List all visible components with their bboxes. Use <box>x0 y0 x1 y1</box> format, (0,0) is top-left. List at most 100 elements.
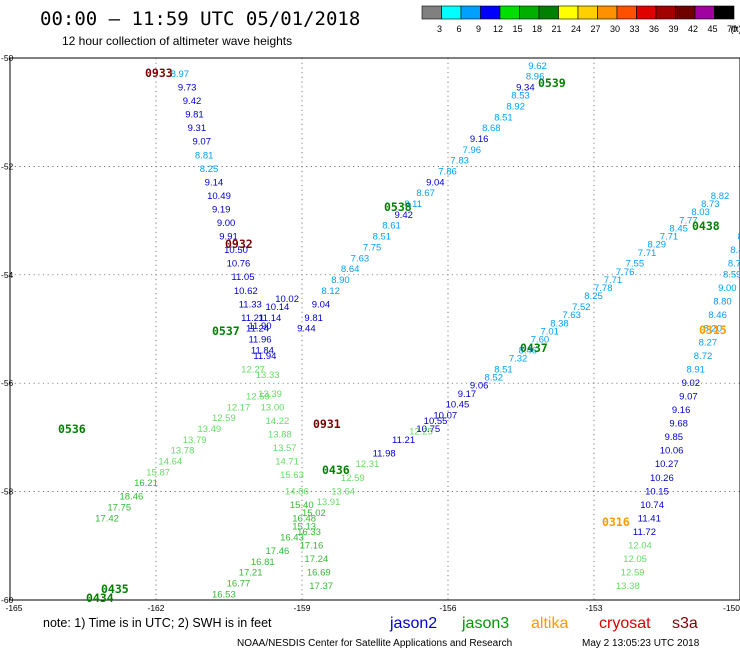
wave-height-value: 14.22 <box>266 416 290 427</box>
legend-label: 6 <box>456 24 461 34</box>
wave-height-value: 8.74 <box>738 232 740 243</box>
wave-height-value: 11.21 <box>241 313 264 324</box>
wave-height-value: 13.79 <box>183 435 207 446</box>
wave-height-value: 9.34 <box>516 83 535 94</box>
wave-height-value: 16.77 <box>227 578 251 589</box>
legend-swatch <box>597 5 618 20</box>
wave-height-value: 7.71 <box>638 248 657 259</box>
wave-height-value: 7.55 <box>626 259 645 270</box>
wave-height-value: 8.51 <box>494 364 513 375</box>
wave-height-value: 10.49 <box>207 191 231 202</box>
wave-height-value: 12.59 <box>212 413 236 424</box>
wave-height-value: 9.17 <box>458 389 477 400</box>
lon-tick-label: -159 <box>293 603 310 613</box>
wave-height-value: 16.43 <box>280 532 304 543</box>
wave-height-value: 7.01 <box>540 326 559 337</box>
pass-time-label: 0315 <box>699 323 727 337</box>
lon-tick-label: -156 <box>439 603 456 613</box>
wave-height-value: 17.46 <box>266 546 290 557</box>
wave-height-value: 13.00 <box>261 402 285 413</box>
lon-tick-label: -153 <box>585 603 602 613</box>
wave-height-value: 7.83 <box>450 156 469 167</box>
legend-swatch <box>675 5 696 20</box>
wave-height-value: 16.69 <box>307 568 331 579</box>
satellite-jason3: jason3 <box>461 615 509 632</box>
wave-height-value: 8.68 <box>482 123 501 134</box>
page-title: 00:00 – 11:59 UTC 05/01/2018 <box>40 8 360 30</box>
satellite-s3a: s3a <box>672 615 698 632</box>
wave-height-value: 7.78 <box>594 283 613 294</box>
wave-height-value: 16.21 <box>134 478 158 489</box>
lon-tick-label: -165 <box>5 603 22 613</box>
wave-height-value: 9.91 <box>219 232 238 243</box>
lat-tick-label: -60 <box>1 595 14 605</box>
wave-height-value: 11.14 <box>258 313 281 324</box>
wave-height-value: 11.72 <box>633 527 656 538</box>
track-green-0537: 12.5912.1712.5913.4913.7913.7814.6415.87… <box>95 324 270 524</box>
lat-tick-label: -58 <box>1 487 14 497</box>
wave-height-value: 8.25 <box>200 164 219 175</box>
wave-height-value: 12.59 <box>246 391 270 402</box>
wave-height-value: 9.85 <box>665 432 684 443</box>
wave-height-value: 10.26 <box>650 473 674 484</box>
wave-height-value: 8.46 <box>519 345 538 356</box>
wave-height-value: 13.78 <box>171 446 195 457</box>
wave-height-value: 11.21 <box>392 435 415 446</box>
wave-height-value: 8.91 <box>686 364 705 375</box>
wave-height-value: 9.81 <box>185 110 204 121</box>
satellite-jason2: jason2 <box>389 615 437 632</box>
wave-height-value: 11.33 <box>239 299 262 310</box>
wave-height-value: 12.59 <box>341 473 365 484</box>
wave-height-value: 17.75 <box>107 503 131 514</box>
wave-height-value: 9.44 <box>297 324 316 335</box>
satellite-cryosat: cryosat <box>599 615 651 632</box>
legend-swatch <box>558 5 579 20</box>
lon-tick-label: -150 <box>723 603 740 613</box>
wave-height-value: 13.38 <box>616 581 640 592</box>
wave-height-value: 9.68 <box>669 419 688 430</box>
track-cyan-0438: 8.74 8.49 8.768.59 9.00 8.80 8.46 8.20 8.27 8.72… <box>616 219 740 592</box>
page-subtitle: 12 hour collection of altimeter wave hei… <box>62 34 292 48</box>
wave-height-value: 11.41 <box>638 513 661 524</box>
wave-height-value: 8.29 <box>648 240 667 251</box>
wave-height-value: 11.94 <box>253 351 276 362</box>
wave-height-value: 9.62 <box>528 61 547 72</box>
pass-time-label: 0931 <box>313 417 341 431</box>
wave-height-value: 11.90 <box>248 321 271 332</box>
wave-height-value: 9.73 <box>178 83 197 94</box>
wave-height-value: 10.14 <box>266 302 290 313</box>
wave-height-value: 15.63 <box>280 470 304 481</box>
wave-height-value: 13.49 <box>197 424 221 435</box>
legend-label: 45 <box>707 24 717 34</box>
wave-height-value: 9.06 <box>470 381 489 392</box>
legend-swatch <box>616 5 637 20</box>
track-jason2-0933: 8.97 9.73 9.42 9.81 9.31 9.07 8.81 8.25 9.14 10.4… <box>145 66 274 356</box>
wave-height-value: 8.82 <box>711 191 730 202</box>
wave-height-value: 12.04 <box>628 541 652 552</box>
wave-height-value: 13.64 <box>331 486 355 497</box>
pass-time-label: 0434 <box>86 591 114 605</box>
wave-height-value: 10.62 <box>234 286 258 297</box>
legend-label: 27 <box>590 24 600 34</box>
satellite-altika: altika <box>531 615 568 632</box>
footer-note: note: 1) Time is in UTC; 2) SWH is in fe… <box>43 616 272 630</box>
wave-height-value: 7.75 <box>363 242 382 253</box>
wave-height-value: 10.76 <box>227 259 251 270</box>
wave-height-value: 7.86 <box>438 167 457 178</box>
pass-time-label: 0933 <box>145 66 173 80</box>
wave-height-value: 7.96 <box>463 145 482 156</box>
legend-label: 70 <box>727 24 737 34</box>
wave-height-tracks: 8.97 9.73 9.42 9.81 9.31 9.07 8.81 8.25 9.14 10.4… <box>58 61 740 605</box>
legend-swatch <box>538 5 559 20</box>
pass-time-label: 0435 <box>101 582 129 596</box>
wave-height-value: 12.59 <box>621 568 645 579</box>
wave-height-value: 11.05 <box>231 272 254 283</box>
pass-time-label: 0539 <box>538 76 566 90</box>
legend-label: 15 <box>512 24 522 34</box>
track-green-0435-label: 0435 <box>101 582 129 596</box>
legend-swatch <box>480 5 501 20</box>
wave-height-value: 13.33 <box>256 370 280 381</box>
wave-height-value: 8.81 <box>195 150 214 161</box>
